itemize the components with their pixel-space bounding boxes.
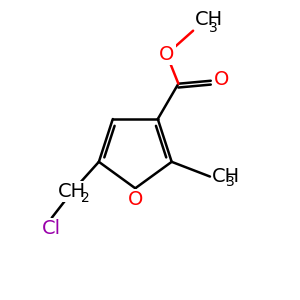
Text: 3: 3 bbox=[226, 175, 235, 189]
Text: O: O bbox=[214, 70, 230, 89]
Text: 2: 2 bbox=[81, 191, 89, 205]
Text: 3: 3 bbox=[209, 20, 218, 34]
Text: O: O bbox=[159, 45, 174, 64]
Text: CH: CH bbox=[212, 167, 240, 186]
Text: CH: CH bbox=[58, 182, 86, 201]
Text: CH: CH bbox=[195, 10, 223, 29]
Text: Cl: Cl bbox=[42, 219, 61, 238]
Text: O: O bbox=[128, 190, 143, 209]
